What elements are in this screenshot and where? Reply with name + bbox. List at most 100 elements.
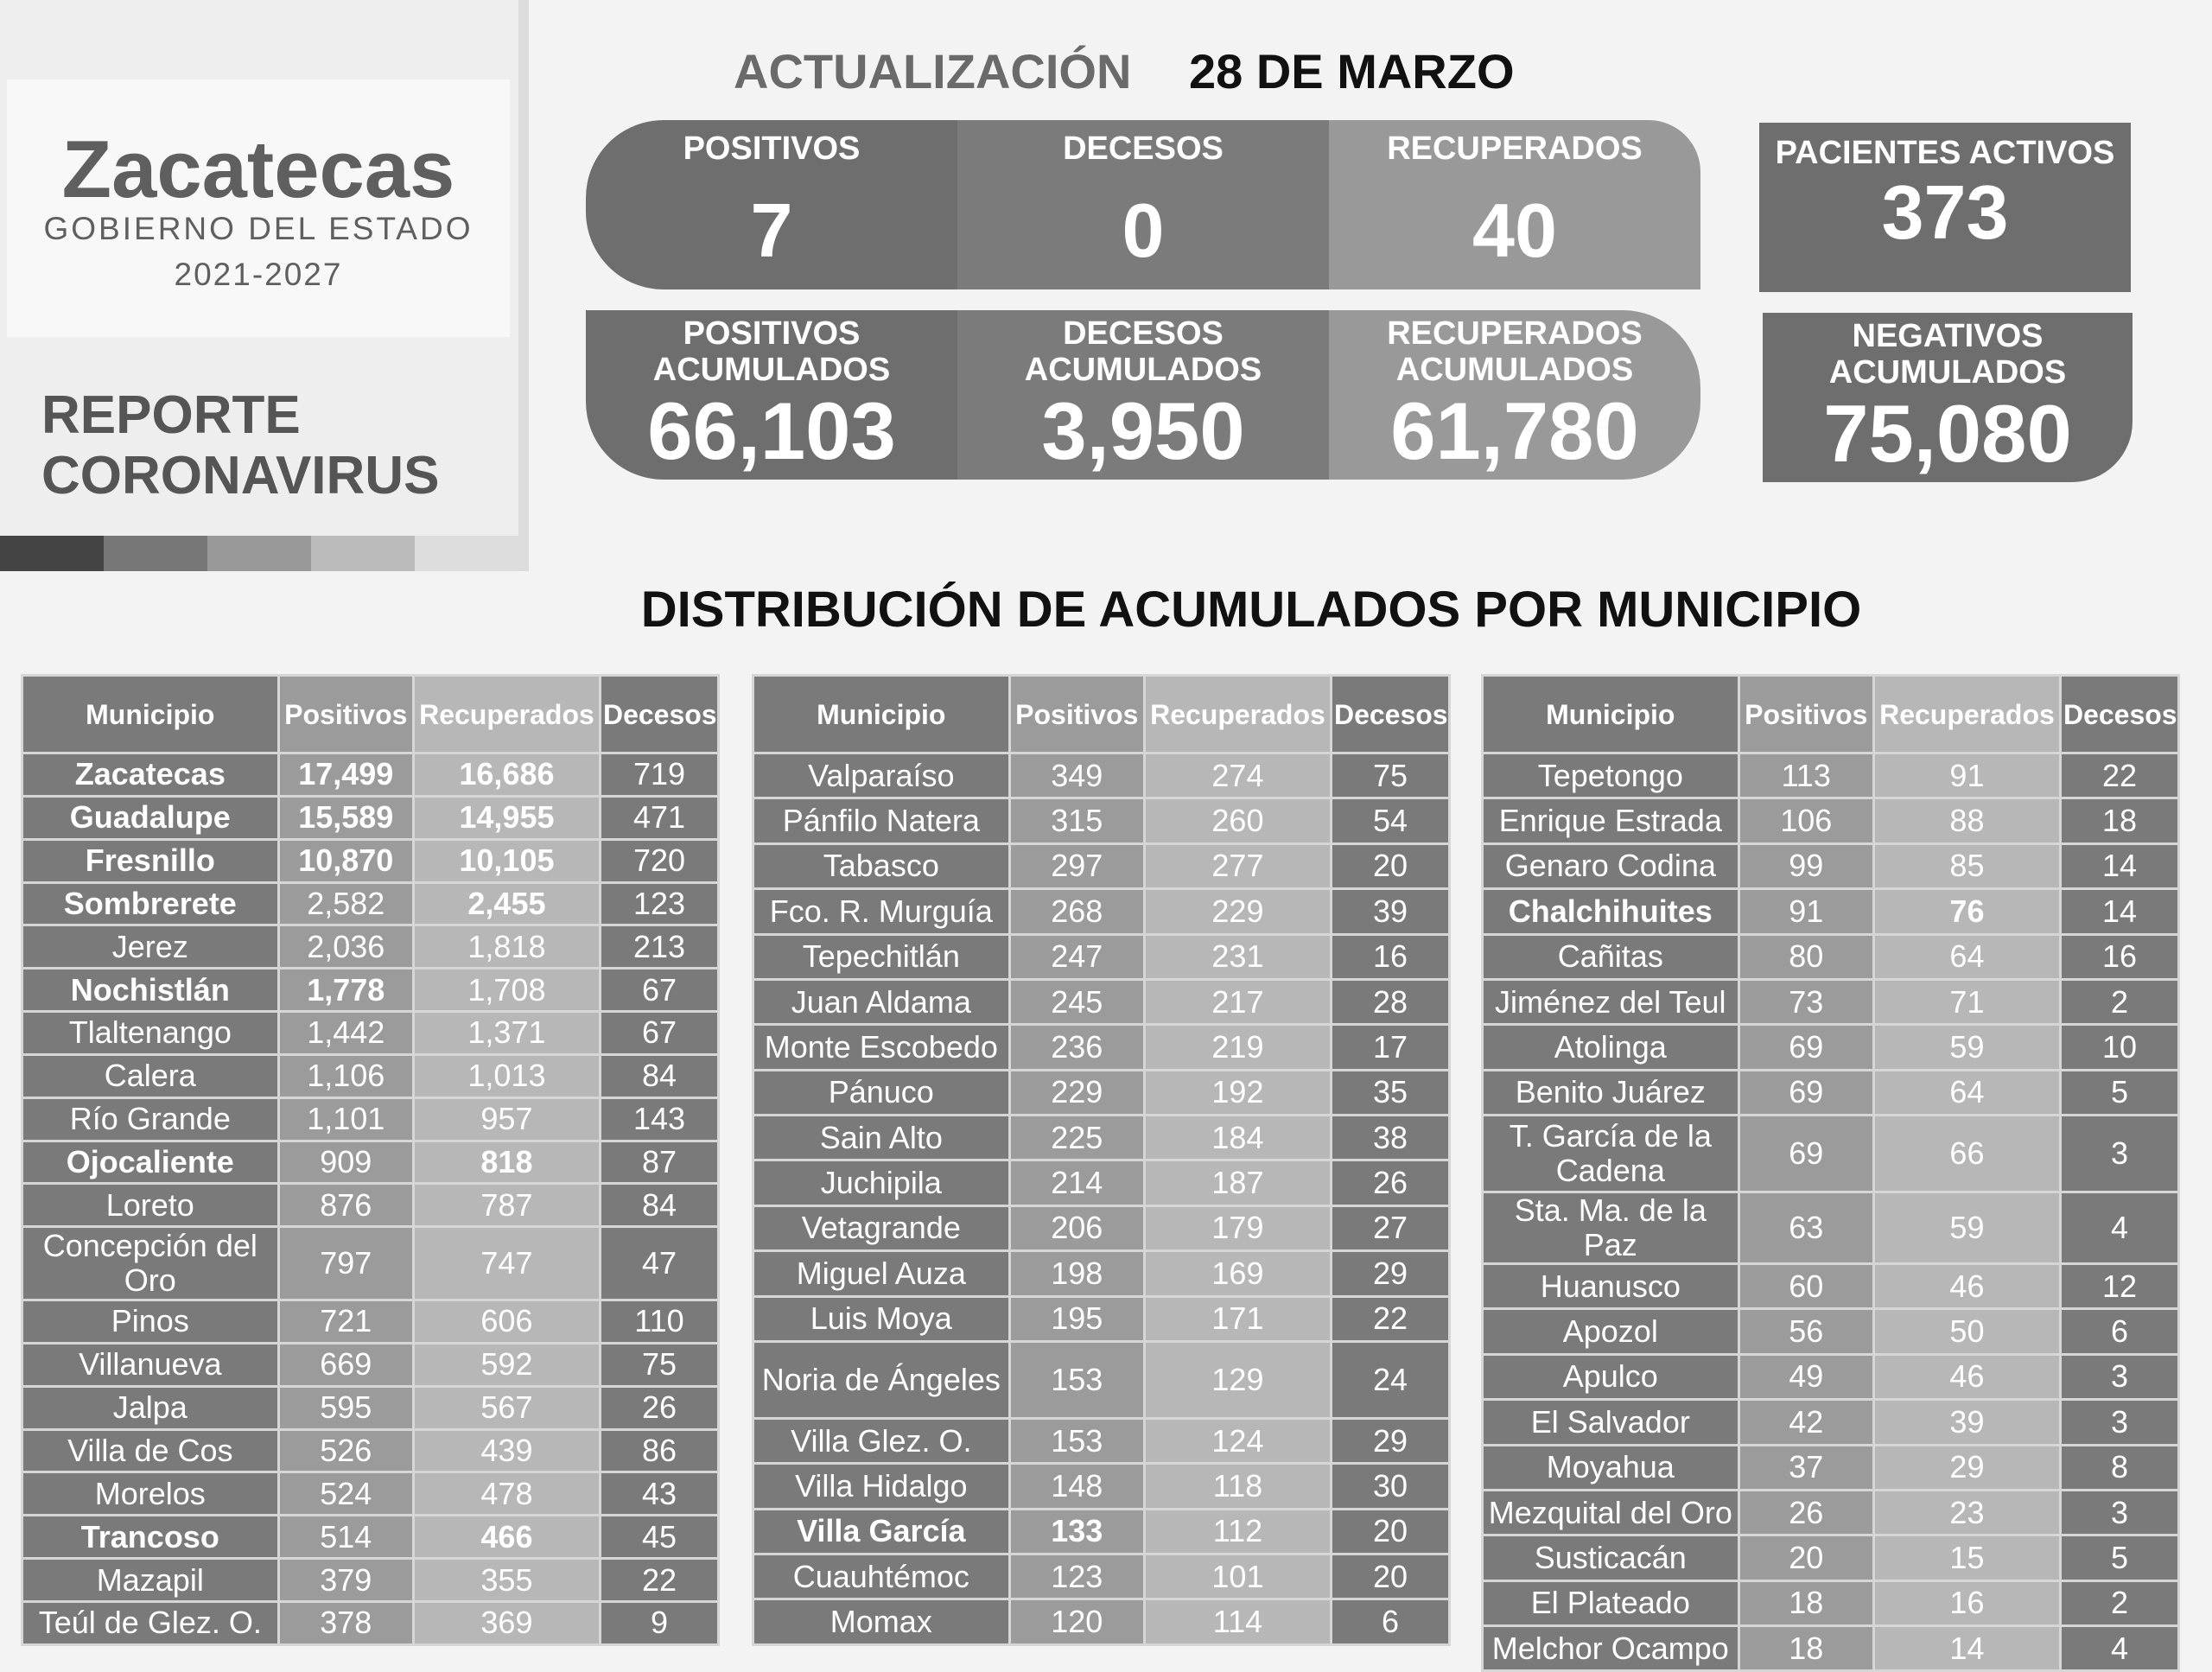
cell-municipio: Villa Hidalgo bbox=[752, 1462, 1011, 1510]
cumulative-positivos-card: POSITIVOS ACUMULADOS 66,103 bbox=[586, 310, 957, 480]
table-row: Zacatecas 17,499 16,686 719 bbox=[21, 752, 721, 798]
cell-positivos: 69 bbox=[1737, 1113, 1875, 1194]
cell-positivos: 15,589 bbox=[276, 794, 415, 841]
cell-recuperados: 114 bbox=[1142, 1598, 1332, 1646]
cell-municipio: Calera bbox=[21, 1052, 280, 1099]
table-row: Melchor Ocampo 18 14 4 bbox=[1481, 1624, 2181, 1672]
cell-decesos: 9 bbox=[598, 1599, 721, 1646]
cell-recuperados: 818 bbox=[411, 1139, 601, 1186]
table-row: Genaro Codina 99 85 14 bbox=[1481, 842, 2181, 891]
report-title-line2: CORONAVIRUS bbox=[41, 446, 440, 505]
cell-municipio: Tabasco bbox=[752, 842, 1011, 891]
daily-stats: POSITIVOS 7 DECESOS 0 RECUPERADOS 40 bbox=[586, 120, 1700, 289]
cell-positivos: 195 bbox=[1007, 1294, 1146, 1343]
cell-decesos: 67 bbox=[598, 1010, 721, 1056]
cell-positivos: 133 bbox=[1007, 1507, 1146, 1556]
cell-decesos: 75 bbox=[1329, 751, 1452, 800]
cell-positivos: 37 bbox=[1737, 1443, 1875, 1491]
cell-decesos: 720 bbox=[598, 837, 721, 884]
cell-municipio: Pánfilo Natera bbox=[752, 797, 1011, 845]
cell-municipio: Tepetongo bbox=[1481, 751, 1740, 800]
table-row: T. García de la Cadena 69 66 3 bbox=[1481, 1113, 2181, 1194]
table-row: Mezquital del Oro 26 23 3 bbox=[1481, 1488, 2181, 1537]
table-row: Teúl de Glez. O. 378 369 9 bbox=[21, 1599, 721, 1646]
cell-recuperados: 118 bbox=[1142, 1462, 1332, 1510]
cell-recuperados: 91 bbox=[1872, 751, 2062, 800]
cell-recuperados: 15 bbox=[1872, 1534, 2062, 1582]
column-header: Positivos bbox=[1007, 674, 1146, 754]
table-row: Cuauhtémoc 123 101 20 bbox=[752, 1553, 1452, 1601]
table-row: Atolinga 69 59 10 bbox=[1481, 1023, 2181, 1071]
cell-positivos: 349 bbox=[1007, 751, 1146, 800]
cell-decesos: 47 bbox=[598, 1225, 721, 1302]
cell-recuperados: 355 bbox=[411, 1557, 601, 1603]
table-row: Jerez 2,036 1,818 213 bbox=[21, 924, 721, 970]
cell-municipio: Jiménez del Teul bbox=[1481, 977, 1740, 1027]
cell-decesos: 4 bbox=[2058, 1191, 2181, 1266]
cell-recuperados: 50 bbox=[1872, 1307, 2062, 1356]
cell-positivos: 876 bbox=[276, 1182, 415, 1229]
table-row: Sain Alto 225 184 38 bbox=[752, 1113, 1452, 1162]
cell-municipio: Fco. R. Murguía bbox=[752, 887, 1011, 936]
column-header: Positivos bbox=[1737, 674, 1875, 754]
table-row: Moyahua 37 29 8 bbox=[1481, 1443, 2181, 1491]
cell-recuperados: 1,013 bbox=[411, 1052, 601, 1099]
column-header: Municipio bbox=[21, 674, 280, 754]
table-row: Momax 120 114 6 bbox=[752, 1598, 1452, 1646]
table-row: Villa García 133 112 20 bbox=[752, 1507, 1452, 1556]
cell-decesos: 22 bbox=[1329, 1294, 1452, 1343]
cell-decesos: 35 bbox=[1329, 1068, 1452, 1117]
cell-positivos: 26 bbox=[1737, 1488, 1875, 1537]
cell-positivos: 80 bbox=[1737, 932, 1875, 981]
cell-recuperados: 2,455 bbox=[411, 881, 601, 927]
cell-positivos: 153 bbox=[1007, 1339, 1146, 1420]
cell-municipio: Chalchihuites bbox=[1481, 887, 1740, 936]
cell-recuperados: 179 bbox=[1142, 1204, 1332, 1253]
cell-municipio: Río Grande bbox=[21, 1096, 280, 1142]
cell-decesos: 123 bbox=[598, 881, 721, 927]
cell-recuperados: 277 bbox=[1142, 842, 1332, 891]
cell-positivos: 315 bbox=[1007, 797, 1146, 845]
column-header: Recuperados bbox=[1142, 674, 1332, 754]
cell-municipio: El Salvador bbox=[1481, 1398, 1740, 1446]
cell-recuperados: 231 bbox=[1142, 932, 1332, 981]
cell-municipio: T. García de la Cadena bbox=[1481, 1113, 1740, 1194]
table-row: Huanusco 60 46 12 bbox=[1481, 1262, 2181, 1311]
cell-decesos: 2 bbox=[2058, 977, 2181, 1027]
cell-positivos: 42 bbox=[1737, 1398, 1875, 1446]
cell-decesos: 20 bbox=[1329, 1553, 1452, 1601]
daily-positivos-card: POSITIVOS 7 bbox=[586, 120, 957, 289]
municipality-table-3: Municipio Positivos Recuperados Decesos Tepe… bbox=[1481, 674, 2181, 1672]
table-row: Chalchihuites 91 76 14 bbox=[1481, 887, 2181, 936]
cell-decesos: 22 bbox=[2058, 751, 2181, 800]
cell-decesos: 27 bbox=[1329, 1204, 1452, 1253]
cell-decesos: 143 bbox=[598, 1096, 721, 1142]
cell-decesos: 16 bbox=[2058, 932, 2181, 981]
cell-decesos: 110 bbox=[598, 1299, 721, 1345]
stat-value: 7 bbox=[750, 188, 793, 273]
cell-recuperados: 88 bbox=[1872, 797, 2062, 845]
cell-positivos: 526 bbox=[276, 1427, 415, 1474]
municipality-table-1: Municipio Positivos Recuperados Decesos Zaca… bbox=[21, 674, 721, 1646]
cell-decesos: 86 bbox=[598, 1427, 721, 1474]
cell-recuperados: 16,686 bbox=[411, 752, 601, 798]
table-row: Villa Glez. O. 153 124 29 bbox=[752, 1416, 1452, 1465]
negatives-value: 75,080 bbox=[1823, 388, 2072, 479]
stat-label-1: POSITIVOS bbox=[683, 315, 861, 352]
cell-recuperados: 39 bbox=[1872, 1398, 2062, 1446]
stat-value: 3,950 bbox=[1041, 385, 1245, 476]
cell-positivos: 63 bbox=[1737, 1191, 1875, 1266]
cell-decesos: 16 bbox=[1329, 932, 1452, 981]
negatives-card: NEGATIVOS ACUMULADOS 75,080 bbox=[1763, 313, 2133, 482]
cell-decesos: 54 bbox=[1329, 797, 1452, 845]
cell-decesos: 6 bbox=[2058, 1307, 2181, 1356]
color-bar-segment bbox=[415, 536, 518, 571]
table-row: Benito Juárez 69 64 5 bbox=[1481, 1068, 2181, 1117]
cell-recuperados: 1,818 bbox=[411, 924, 601, 970]
color-bar-segment bbox=[0, 536, 104, 571]
color-bar-segment bbox=[311, 536, 415, 571]
cell-positivos: 69 bbox=[1737, 1023, 1875, 1071]
cell-positivos: 1,778 bbox=[276, 967, 415, 1014]
cell-recuperados: 260 bbox=[1142, 797, 1332, 845]
cell-recuperados: 29 bbox=[1872, 1443, 2062, 1491]
